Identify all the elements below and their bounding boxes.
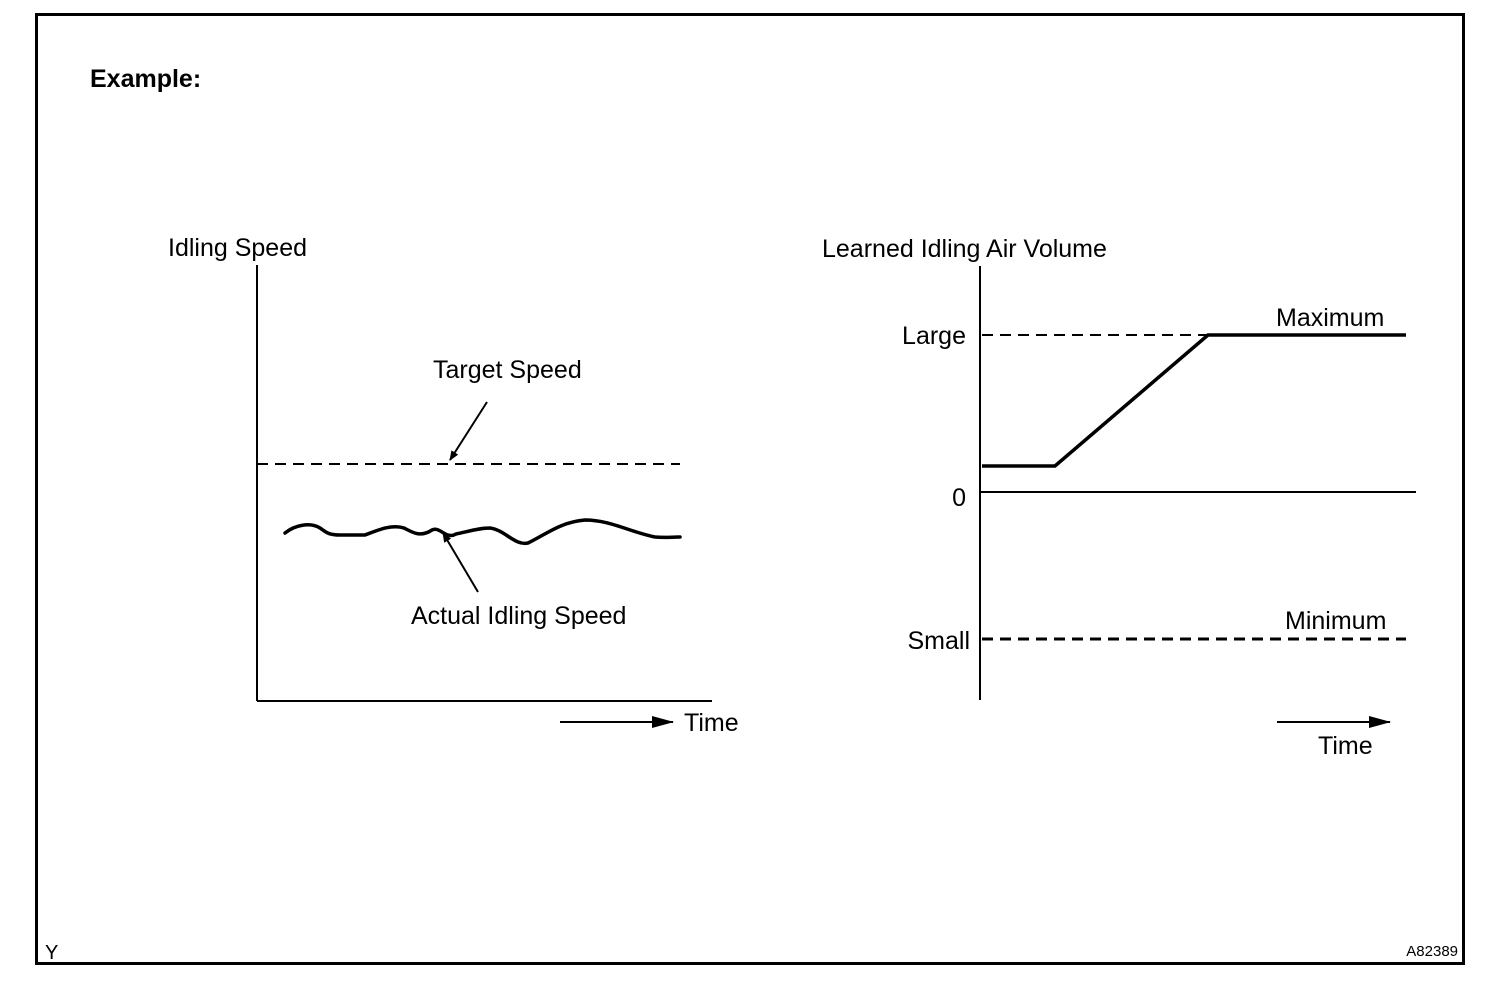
learned-air-volume-chart: Learned Idling Air Volume Large 0 Small … — [822, 235, 1416, 760]
target-speed-label: Target Speed — [433, 356, 582, 384]
right-y-axis-label: Learned Idling Air Volume — [822, 235, 1107, 263]
left-x-axis-label: Time — [684, 709, 739, 737]
tick-small: Small — [907, 627, 970, 655]
figure-id: A82389 — [1406, 943, 1458, 960]
actual-idling-speed-pointer — [442, 532, 479, 593]
target-speed-pointer — [449, 401, 488, 461]
tick-zero: 0 — [952, 484, 966, 512]
right-x-axis-label: Time — [1318, 732, 1373, 760]
actual-idling-speed-curve — [283, 518, 682, 546]
example-title: Example: — [90, 65, 201, 93]
footer-left-code: Y — [45, 942, 58, 964]
learned-air-volume-curve — [982, 333, 1406, 468]
idling-speed-chart: Idling Speed Target Speed Actual Idling … — [168, 234, 739, 737]
tick-large: Large — [902, 322, 966, 350]
diagram-frame — [35, 13, 1465, 965]
actual-idling-speed-label: Actual Idling Speed — [411, 602, 626, 630]
minimum-label: Minimum — [1285, 607, 1386, 635]
maximum-label: Maximum — [1276, 304, 1384, 332]
left-y-axis-label: Idling Speed — [168, 234, 307, 262]
